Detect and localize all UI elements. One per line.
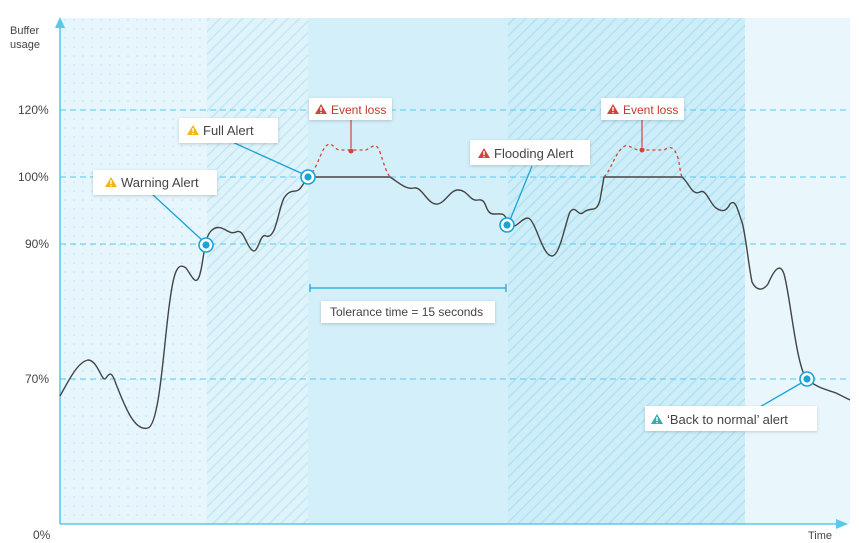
y-axis-title-line1: Buffer — [10, 25, 39, 37]
background-band-tolerance — [308, 18, 508, 524]
back-to-normal-marker — [799, 371, 815, 387]
x-axis-title: Time — [808, 530, 832, 542]
warning-marker — [198, 237, 214, 253]
back-to-normal-connector — [757, 381, 804, 409]
full-alert-callout: Full Alert — [179, 118, 278, 143]
y-tick-0: 0% — [33, 528, 51, 542]
warning-connector — [151, 193, 204, 242]
warning-alert-callout: Warning Alert — [93, 170, 217, 195]
warning-triangle-yellow-icon — [105, 177, 117, 187]
flooding-alert-box — [470, 140, 590, 165]
full-marker — [300, 169, 316, 185]
y-axis-arrow — [55, 17, 65, 28]
flooding-alert-label: Flooding Alert — [494, 146, 574, 161]
alert-markers — [198, 169, 815, 387]
full-connector — [229, 140, 304, 175]
event-loss-dot-1 — [348, 148, 354, 154]
event-loss-callout-1: Event loss — [309, 98, 392, 120]
y-axis-title-line2: usage — [10, 39, 40, 51]
y-tick-90: 90% — [25, 237, 49, 251]
tolerance-label-box — [321, 301, 495, 323]
back-to-normal-callout: ‘Back to normal’ alert — [645, 406, 817, 431]
flooding-alert-callout: Flooding Alert — [470, 140, 590, 165]
event-loss-curve-2 — [603, 145, 683, 178]
event-loss-label-2: Event loss — [623, 103, 678, 117]
flooding-connector — [509, 165, 533, 221]
x-axis-arrow — [836, 519, 848, 529]
warning-triangle-red-icon — [315, 104, 327, 114]
callout-connectors — [151, 140, 804, 409]
tolerance-label: Tolerance time = 15 seconds — [330, 305, 483, 319]
event-loss-label-1: Event loss — [331, 103, 386, 117]
event-loss-box-1 — [309, 98, 392, 120]
back-to-normal-label: ‘Back to normal’ alert — [667, 412, 788, 427]
event-loss-box-2 — [601, 98, 684, 120]
event-loss-dot-2 — [639, 147, 645, 153]
flooding-marker — [499, 217, 515, 233]
warning-triangle-teal-icon — [651, 414, 663, 424]
background-band-last — [745, 18, 850, 524]
buffer-usage-curve — [59, 176, 851, 429]
y-tick-100: 100% — [18, 170, 49, 184]
warning-triangle-yellow-icon — [187, 125, 199, 135]
background-dots — [60, 18, 207, 524]
axes — [55, 17, 848, 529]
warning-alert-label: Warning Alert — [121, 175, 199, 190]
warning-triangle-red-icon — [607, 104, 619, 114]
warning-triangle-red-icon — [478, 148, 490, 158]
tolerance-bracket — [309, 284, 507, 292]
event-loss-callout-2: Event loss — [601, 98, 684, 120]
y-tick-70: 70% — [25, 372, 49, 386]
back-to-normal-box — [645, 406, 817, 431]
y-tick-120: 120% — [18, 103, 49, 117]
full-alert-label: Full Alert — [203, 123, 254, 138]
background-band-warning — [207, 18, 308, 524]
background-band-flooding — [508, 18, 745, 524]
